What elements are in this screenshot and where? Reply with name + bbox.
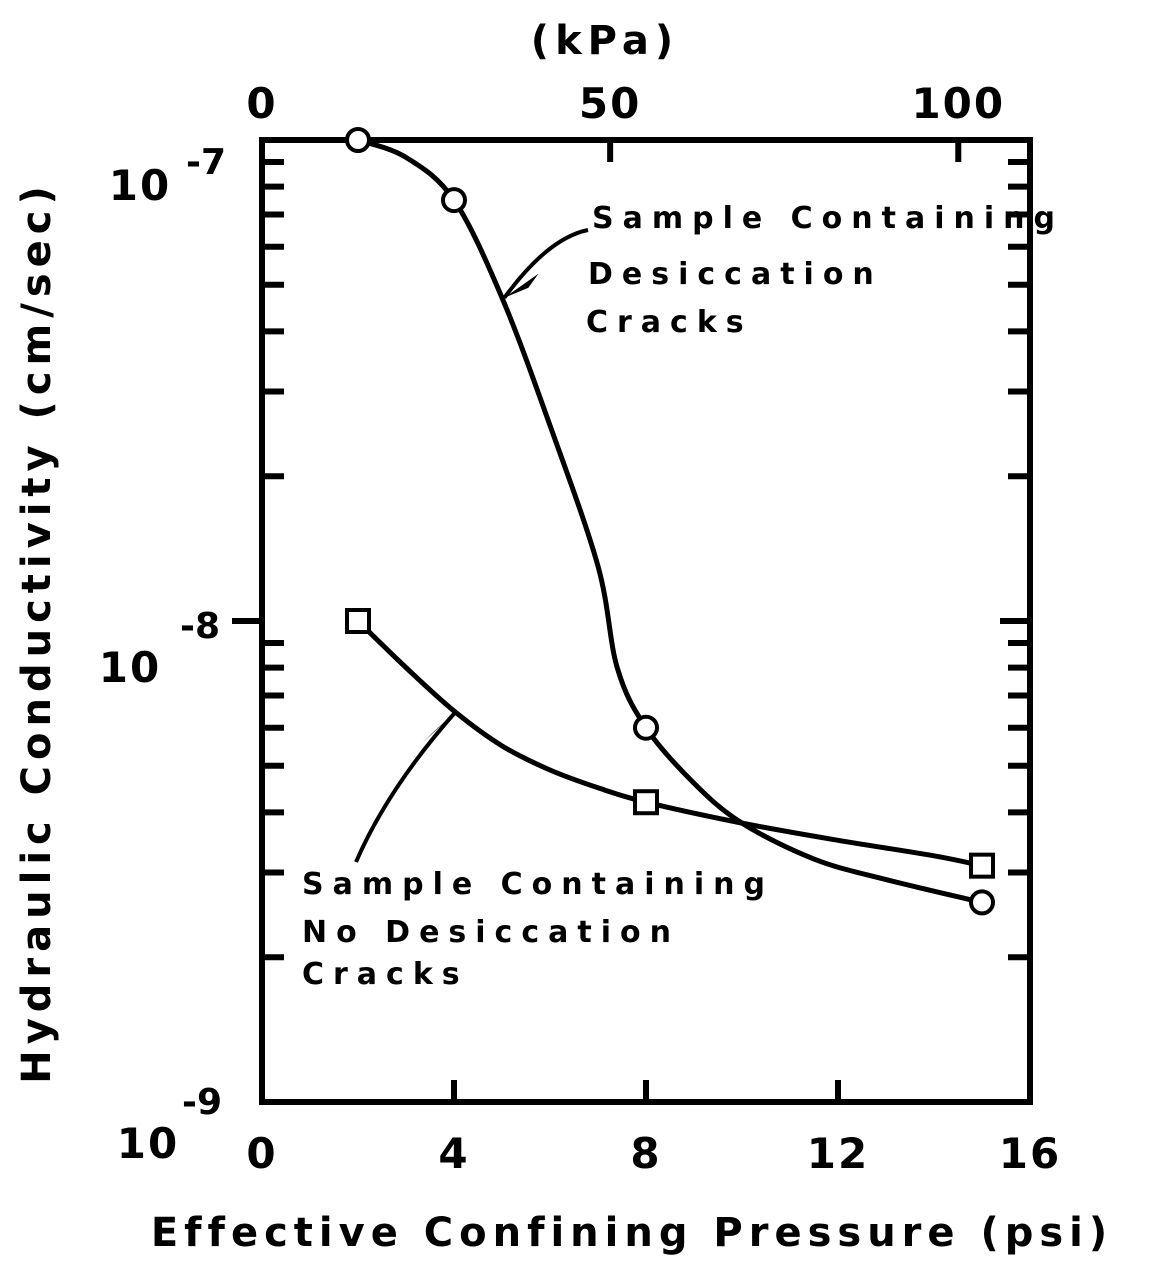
- data-point-circle: [633, 714, 659, 741]
- y-tick-exponent: -7: [186, 142, 226, 183]
- annotation-line: Cracks: [302, 957, 469, 992]
- annotation-line: Desiccation: [588, 257, 883, 292]
- annotation-line: Sample Containing: [592, 201, 1064, 236]
- data-point-square: [345, 608, 371, 634]
- data-point-square: [633, 789, 659, 816]
- y-tick-exponent: -8: [180, 606, 220, 647]
- x2-tick-label: 50: [579, 79, 641, 128]
- y-axis-title: Hydraulic Conductivity (cm/sec): [14, 180, 60, 1084]
- y-tick-exponent: -9: [182, 1082, 222, 1123]
- data-point-circle: [969, 889, 995, 916]
- series-line-2: [356, 619, 983, 869]
- series-markers: [345, 127, 995, 916]
- annotation-leaders: [354, 228, 589, 863]
- x-axis-title: Effective Confining Pressure (psi): [151, 1210, 1113, 1256]
- annotation-leader: [354, 709, 458, 863]
- y-tick-base: 10: [109, 161, 171, 210]
- annotation-arrowhead: [422, 710, 457, 743]
- data-point-circle: [441, 187, 467, 214]
- annotation-line: Cracks: [586, 305, 753, 340]
- x-tick-label: 16: [999, 1129, 1061, 1178]
- major-ticks: [232, 140, 1030, 1102]
- x-tick-label: 0: [246, 1129, 277, 1178]
- y-tick-base: 10: [117, 1119, 179, 1168]
- data-point-circle: [345, 127, 371, 153]
- x2-tick-label: 0: [246, 79, 277, 128]
- annotation-line: No Desiccation: [302, 915, 680, 950]
- series-curves: [356, 137, 983, 905]
- minor-ticks: [262, 159, 1030, 961]
- x2-tick-label: 100: [911, 79, 1005, 128]
- x-tick-label: 4: [438, 1129, 469, 1178]
- series-line-1: [357, 137, 983, 905]
- x2-axis-title: (kPa): [531, 18, 679, 64]
- annotation-line: Sample Containing: [302, 867, 774, 902]
- annotation-arrowhead: [504, 273, 539, 298]
- x-tick-label: 8: [630, 1129, 661, 1178]
- x-tick-label: 12: [807, 1129, 869, 1178]
- data-point-square: [969, 852, 995, 879]
- annotation-leader: [502, 228, 589, 299]
- y-tick-base: 10: [99, 643, 161, 692]
